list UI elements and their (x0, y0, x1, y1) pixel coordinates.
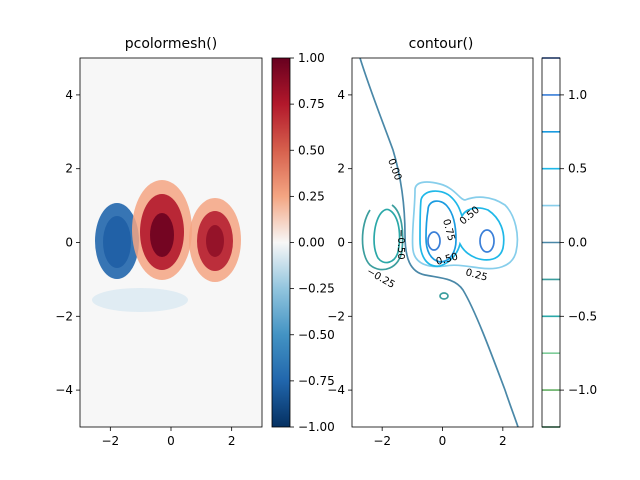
contour-level-0.50 (419, 190, 505, 267)
colorbar-tick-label: −0.50 (298, 328, 335, 342)
colorbar-tick-label: 0.75 (298, 97, 325, 111)
contour-y-tick-label: −4 (327, 383, 345, 397)
contour-colorbar-tick-label: −1.0 (568, 383, 597, 397)
contour-x-tick-label: 0 (439, 434, 447, 448)
pcolormesh-y-tick-label: 2 (65, 162, 73, 176)
pcolormesh-x-axis: −2 0 2 (101, 427, 235, 448)
colorbar-gradient (272, 58, 290, 427)
pcolormesh-field (92, 180, 241, 312)
pcolormesh-x-tick-label: −2 (101, 434, 119, 448)
contour-x-tick-label: −2 (373, 434, 391, 448)
colorbar-tick-label: −0.75 (298, 374, 335, 388)
contour-colorbar-tick-label: 0.0 (568, 236, 587, 250)
colorbar-tick-label: −0.25 (298, 282, 335, 296)
colorbar-tick-label: 1.00 (298, 51, 325, 65)
contour-y-tick-label: −2 (327, 309, 345, 323)
pcolormesh-panel: pcolormesh() −2 0 2 −4 −2 0 2 4 (55, 36, 263, 448)
pcolormesh-colorbar: −1.00 −0.75 −0.50 −0.25 0.00 0.25 0.50 0.75 1.00 (271, 51, 335, 434)
pcolormesh-y-tick-label: 0 (65, 236, 73, 250)
contour-y-axis: −4 −2 0 2 4 (327, 88, 352, 397)
pcolormesh-y-tick-label: −2 (55, 309, 73, 323)
contour-colorbar-tick-label: 0.5 (568, 162, 587, 176)
colorbar-ticks: −1.00 −0.75 −0.50 −0.25 0.00 0.25 0.50 0.75 1.00 (290, 51, 335, 434)
contour-x-tick-label: 2 (499, 434, 507, 448)
pcolormesh-y-axis: −4 −2 0 2 4 (55, 88, 80, 397)
contour-level-1.00-b (479, 229, 495, 253)
contour-colorbar-ticks: −1.0 −0.5 0.0 0.5 1.0 (560, 88, 597, 397)
contour-panel: 0.00 0.25 0.50 0.75 0.50 −0.50 −0.25 con… (327, 36, 534, 448)
contour-level-0.75 (425, 200, 457, 263)
pcolormesh-title: pcolormesh() (125, 36, 217, 52)
contour-colorbar-tick-label: 1.0 (568, 88, 587, 102)
contour-title: contour() (409, 36, 474, 52)
pcolormesh-y-tick-label: −4 (55, 383, 73, 397)
contour-lines (359, 58, 519, 427)
colorbar-tick-label: −1.00 (298, 420, 335, 434)
contour-colorbar: −1.0 −0.5 0.0 0.5 1.0 (541, 57, 597, 428)
contour-y-tick-label: 2 (337, 162, 345, 176)
colorbar-tick-label: 0.50 (298, 143, 325, 157)
contour-y-tick-label: 0 (337, 236, 345, 250)
contour-label: −0.50 (395, 229, 406, 260)
contour-x-axis: −2 0 2 (373, 427, 507, 448)
contour-level-neg0.25 (361, 204, 404, 271)
contour-level-0.25 (411, 181, 519, 270)
pcolormesh-x-tick-label: 0 (167, 434, 175, 448)
contour-colorbar-level-lines (542, 57, 560, 428)
colorbar-tick-label: 0.25 (298, 189, 325, 203)
contour-level-0.00 (359, 58, 519, 427)
contour-colorbar-tick-label: −0.5 (568, 309, 597, 323)
pcolormesh-x-tick-label: 2 (228, 434, 236, 448)
colorbar-tick-label: 0.00 (298, 236, 325, 250)
contour-level-neg0.25-b (439, 292, 449, 300)
contour-y-tick-label: 4 (337, 88, 345, 102)
contour-level-neg0.50 (373, 208, 401, 264)
contour-level-1.00-a (427, 231, 441, 251)
pcolormesh-y-tick-label: 4 (65, 88, 73, 102)
